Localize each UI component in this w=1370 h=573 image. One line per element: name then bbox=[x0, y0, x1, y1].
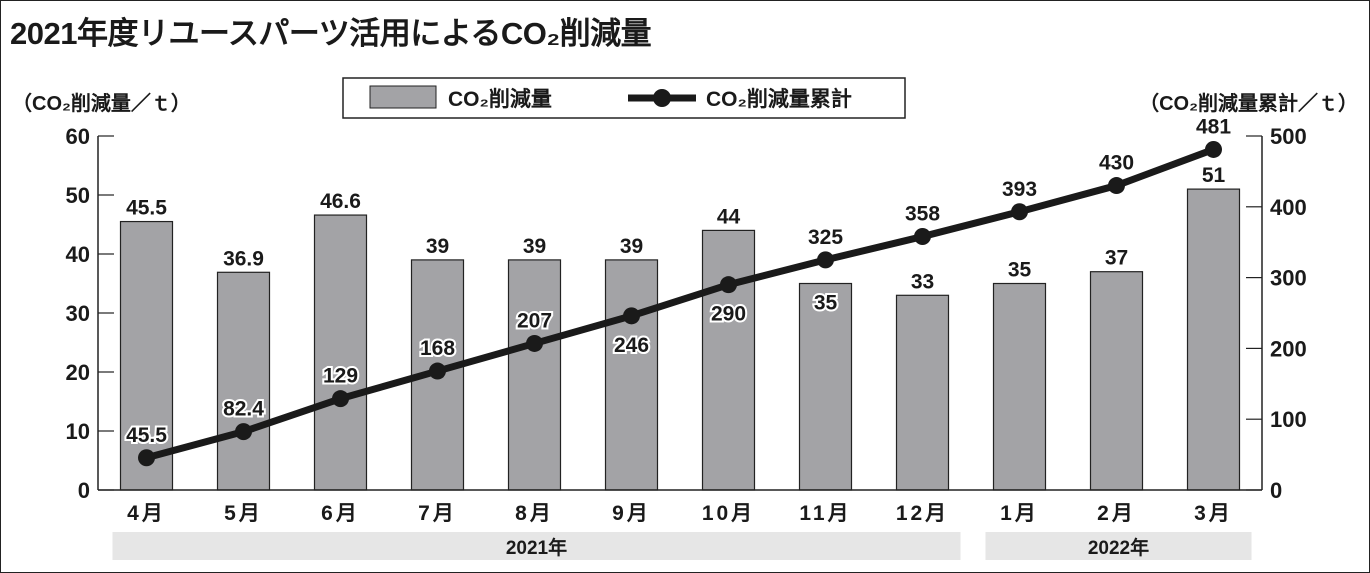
cumulative-value-label: 358 bbox=[905, 203, 940, 226]
cumulative-value-label: 393 bbox=[1002, 178, 1037, 201]
cumulative-point-2月 bbox=[1108, 177, 1125, 195]
y-tick-label: 20 bbox=[66, 360, 90, 385]
cumulative-point-1月 bbox=[1011, 203, 1028, 221]
cumulative-point-12月 bbox=[914, 228, 931, 246]
bar-11月 bbox=[798, 282, 853, 491]
cumulative-point-6月 bbox=[332, 390, 349, 408]
bar-9月 bbox=[604, 259, 659, 491]
x-tick-label: 11月 bbox=[799, 502, 851, 525]
bar-1月 bbox=[992, 282, 1047, 491]
cumulative-point-3月 bbox=[1205, 140, 1222, 158]
cumulative-value-label: 168 bbox=[420, 337, 455, 360]
x-tick-label: 8月 bbox=[515, 502, 554, 525]
cumulative-point-11月 bbox=[817, 251, 834, 269]
bar-value-label: 36.9 bbox=[223, 247, 264, 270]
bar-value-label: 45.5 bbox=[126, 197, 167, 220]
cumulative-value-label: 290 bbox=[711, 303, 746, 326]
x-tick-label: 3月 bbox=[1194, 502, 1233, 525]
bar-2月 bbox=[1089, 271, 1144, 491]
bar-value-label: 51 bbox=[1202, 164, 1226, 187]
y-tick-label: 30 bbox=[66, 301, 90, 326]
x-tick-label: 6月 bbox=[321, 502, 360, 525]
bar-value-label: 37 bbox=[1105, 247, 1128, 270]
legend-bar-swatch bbox=[369, 85, 437, 109]
year-band bbox=[985, 532, 1252, 560]
cumulative-value-label: 481 bbox=[1196, 115, 1231, 138]
bar-value-label: 33 bbox=[911, 270, 934, 293]
cumulative-value-label: 207 bbox=[517, 309, 552, 332]
x-tick-label: 12月 bbox=[896, 502, 949, 525]
y2-tick-label: 300 bbox=[1270, 266, 1307, 291]
x-tick-label: 2月 bbox=[1097, 502, 1136, 525]
cumulative-value-label: 45.5 bbox=[126, 424, 167, 447]
bar-10月 bbox=[701, 229, 756, 491]
y2-tick-label: 0 bbox=[1270, 478, 1282, 503]
y2-tick-label: 400 bbox=[1270, 195, 1307, 220]
bar-12月 bbox=[895, 294, 950, 491]
cumulative-line bbox=[145, 146, 1215, 462]
legend-line-label: CO₂削減量累計 bbox=[706, 87, 852, 111]
year-label: 2021年 bbox=[506, 536, 567, 559]
cumulative-value-label: 325 bbox=[808, 226, 843, 249]
x-tick-label: 4月 bbox=[127, 502, 166, 525]
y-axis-title: （CO₂削減量／ｔ） bbox=[12, 91, 191, 115]
y-tick-label: 0 bbox=[78, 478, 90, 503]
bar-value-label: 46.6 bbox=[320, 190, 361, 213]
chart-title: 2021年度リユースパーツ活用によるCO₂削減量 bbox=[10, 16, 652, 51]
bar-5月 bbox=[216, 271, 271, 491]
bar-value-label: 39 bbox=[523, 235, 546, 258]
x-tick-label: 9月 bbox=[612, 502, 651, 525]
cumulative-point-4月 bbox=[138, 449, 155, 467]
y-tick-label: 40 bbox=[66, 242, 90, 267]
bar-value-label: 39 bbox=[620, 235, 643, 258]
bar-value-label: 35 bbox=[814, 292, 838, 315]
bar-8月 bbox=[507, 259, 562, 491]
y2-tick-label: 100 bbox=[1270, 407, 1307, 432]
cumulative-value-label: 430 bbox=[1099, 152, 1134, 175]
bar-3月 bbox=[1186, 188, 1241, 491]
bar-value-label: 44 bbox=[717, 205, 741, 228]
x-tick-label: 5月 bbox=[224, 502, 263, 525]
legend-line-marker bbox=[653, 89, 671, 107]
y2-axis-title: （CO₂削減量累計／ｔ） bbox=[1139, 91, 1358, 115]
cumulative-value-label: 246 bbox=[614, 334, 649, 357]
bar-6月 bbox=[313, 214, 368, 491]
legend-box bbox=[342, 77, 906, 119]
x-tick-label: 10月 bbox=[702, 502, 755, 525]
y-tick-label: 10 bbox=[66, 419, 90, 444]
cumulative-point-7月 bbox=[429, 362, 446, 380]
bar-value-label: 35 bbox=[1008, 259, 1032, 282]
cumulative-value-label: 82.4 bbox=[223, 398, 264, 421]
y-tick-label: 50 bbox=[66, 183, 90, 208]
y2-tick-label: 500 bbox=[1270, 124, 1307, 149]
cumulative-point-8月 bbox=[526, 334, 543, 352]
y-tick-label: 60 bbox=[66, 124, 90, 149]
year-label: 2022年 bbox=[1088, 536, 1149, 559]
y2-tick-label: 200 bbox=[1270, 336, 1307, 361]
x-tick-label: 7月 bbox=[418, 502, 457, 525]
cumulative-value-label: 129 bbox=[323, 365, 358, 388]
cumulative-point-10月 bbox=[720, 276, 737, 294]
cumulative-point-9月 bbox=[623, 307, 640, 325]
legend-bar-label: CO₂削減量 bbox=[448, 87, 552, 111]
bar-value-label: 39 bbox=[426, 235, 449, 258]
x-tick-label: 1月 bbox=[1000, 502, 1039, 525]
cumulative-point-5月 bbox=[235, 423, 252, 441]
year-band bbox=[112, 532, 961, 560]
